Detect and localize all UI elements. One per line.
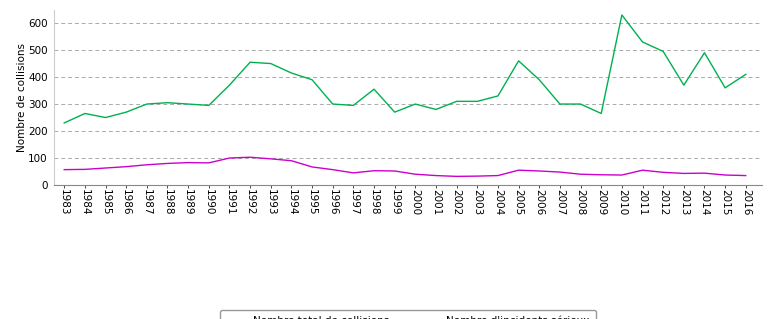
Nombre d'incidents sérieux <box>700 171 709 175</box>
Nombre d'incidents sérieux <box>80 167 89 171</box>
Nombre total de collisions <box>473 100 482 103</box>
Nombre total de collisions <box>597 112 606 115</box>
Nombre d'incidents sérieux <box>225 156 234 160</box>
Nombre total de collisions <box>742 72 751 76</box>
Nombre d'incidents sérieux <box>307 165 316 169</box>
Nombre d'incidents sérieux <box>328 168 337 172</box>
Nombre total de collisions <box>410 102 420 106</box>
Nombre d'incidents sérieux <box>286 159 296 163</box>
Nombre total de collisions <box>286 71 296 75</box>
Nombre d'incidents sérieux <box>618 173 627 177</box>
Nombre total de collisions <box>101 115 110 119</box>
Nombre total de collisions <box>225 83 234 87</box>
Nombre d'incidents sérieux <box>742 174 751 177</box>
Legend: Nombre total de collisions, Nombre d'incidents sérieux: Nombre total de collisions, Nombre d'inc… <box>220 309 596 319</box>
Nombre total de collisions <box>721 86 730 90</box>
Nombre d'incidents sérieux <box>246 155 255 159</box>
Nombre total de collisions <box>679 83 688 87</box>
Nombre d'incidents sérieux <box>390 169 400 173</box>
Nombre total de collisions <box>555 102 564 106</box>
Nombre total de collisions <box>142 102 152 106</box>
Line: Nombre total de collisions: Nombre total de collisions <box>64 15 746 123</box>
Nombre total de collisions <box>658 49 668 53</box>
Nombre d'incidents sérieux <box>555 170 564 174</box>
Nombre d'incidents sérieux <box>349 171 358 175</box>
Nombre total de collisions <box>534 78 544 82</box>
Nombre total de collisions <box>618 13 627 17</box>
Nombre d'incidents sérieux <box>597 173 606 177</box>
Nombre total de collisions <box>328 102 337 106</box>
Nombre d'incidents sérieux <box>142 163 152 167</box>
Nombre total de collisions <box>370 87 379 91</box>
Nombre total de collisions <box>576 102 585 106</box>
Nombre total de collisions <box>163 101 172 105</box>
Nombre d'incidents sérieux <box>638 168 647 172</box>
Nombre total de collisions <box>494 94 503 98</box>
Nombre total de collisions <box>204 103 213 107</box>
Nombre total de collisions <box>266 62 276 65</box>
Nombre d'incidents sérieux <box>122 165 131 168</box>
Nombre total de collisions <box>246 60 255 64</box>
Nombre d'incidents sérieux <box>163 161 172 165</box>
Nombre total de collisions <box>514 59 523 63</box>
Nombre d'incidents sérieux <box>576 172 585 176</box>
Nombre total de collisions <box>349 103 358 107</box>
Nombre d'incidents sérieux <box>410 172 420 176</box>
Nombre total de collisions <box>80 112 89 115</box>
Nombre d'incidents sérieux <box>658 170 668 174</box>
Nombre total de collisions <box>59 121 69 125</box>
Nombre d'incidents sérieux <box>452 174 461 178</box>
Y-axis label: Nombre de collisions: Nombre de collisions <box>17 43 27 152</box>
Nombre total de collisions <box>431 108 440 111</box>
Nombre d'incidents sérieux <box>204 161 213 165</box>
Nombre total de collisions <box>700 51 709 55</box>
Nombre d'incidents sérieux <box>514 168 523 172</box>
Nombre d'incidents sérieux <box>266 157 276 161</box>
Nombre d'incidents sérieux <box>534 169 544 173</box>
Nombre total de collisions <box>307 78 316 82</box>
Nombre total de collisions <box>390 110 400 114</box>
Line: Nombre d'incidents sérieux: Nombre d'incidents sérieux <box>64 157 746 176</box>
Nombre d'incidents sérieux <box>370 169 379 173</box>
Nombre d'incidents sérieux <box>183 161 192 165</box>
Nombre d'incidents sérieux <box>679 172 688 175</box>
Nombre d'incidents sérieux <box>721 173 730 177</box>
Nombre d'incidents sérieux <box>59 168 69 172</box>
Nombre total de collisions <box>183 102 192 106</box>
Nombre d'incidents sérieux <box>473 174 482 178</box>
Nombre total de collisions <box>638 40 647 44</box>
Nombre total de collisions <box>452 100 461 103</box>
Nombre d'incidents sérieux <box>431 174 440 177</box>
Nombre d'incidents sérieux <box>494 174 503 177</box>
Nombre total de collisions <box>122 110 131 114</box>
Nombre d'incidents sérieux <box>101 166 110 170</box>
